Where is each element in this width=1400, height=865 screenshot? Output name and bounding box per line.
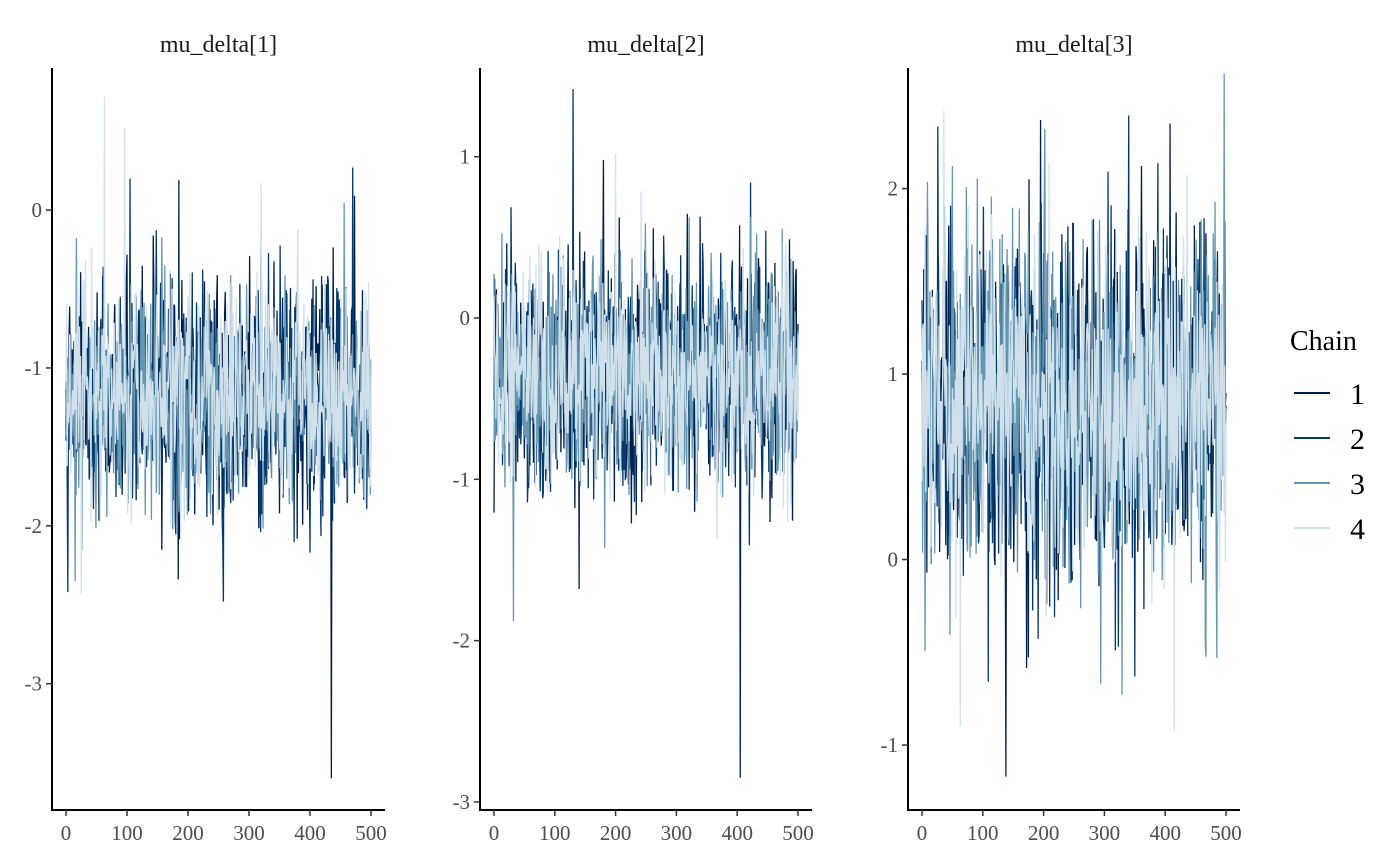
panel-3: mu_delta[3] -1 0 1 2 0 100 200 300 400 500 [881, 32, 1242, 845]
trace-chain-4 [65, 96, 372, 594]
panel-2: mu_delta[2] -3 -2 -1 0 1 0 100 200 300 400 500 [453, 32, 814, 845]
y-tick-label: 0 [32, 198, 43, 222]
x-tick-label: 100 [539, 821, 571, 845]
legend-label: 2 [1350, 423, 1365, 456]
y-tick-label: -1 [881, 733, 899, 757]
panels: mu_delta[1]-3-2-100 100 200 300 400 500mu_del… [25, 32, 1242, 845]
legend-item-chain-2: 2 [1294, 423, 1365, 456]
y-tick-label: -1 [25, 356, 43, 380]
panel-title: mu_delta[1] [160, 32, 277, 58]
y-tick-label: 0 [460, 306, 471, 330]
legend-title: Chain [1290, 326, 1357, 357]
legend-label: 4 [1350, 513, 1365, 546]
x-tick-label: 100 [111, 821, 143, 845]
legend-item-chain-4: 4 [1294, 513, 1365, 546]
y-tick-label: -2 [25, 514, 43, 538]
y-tick-label: -1 [453, 467, 471, 491]
y-tick-label: 2 [888, 177, 899, 201]
x-tick-label: 400 [721, 821, 753, 845]
x-tick-label: 400 [294, 821, 326, 845]
legend-items: 1 2 3 4 [1294, 378, 1365, 546]
x-tick-label: 500 [1210, 821, 1242, 845]
panel-title: mu_delta[2] [587, 32, 704, 58]
legend-item-chain-3: 3 [1294, 468, 1365, 501]
trace-chain-4 [921, 110, 1227, 733]
x-tick-label: 400 [1149, 821, 1181, 845]
legend-label: 3 [1350, 468, 1365, 501]
legend-item-chain-1: 1 [1294, 378, 1365, 411]
legend: Chain 1 2 3 4 [1290, 326, 1365, 546]
panel-1: mu_delta[1] -3 -2 -1 0 0 100 200 300 400 500 [25, 32, 387, 845]
x-tick-label: 200 [172, 821, 204, 845]
x-tick-label: 100 [967, 821, 999, 845]
x-tick-label: 0 [61, 821, 72, 845]
y-tick-label: -3 [453, 790, 471, 814]
trace-chain-4 [493, 153, 799, 540]
y-tick-label: 1 [888, 362, 899, 386]
x-tick-label: 0 [917, 821, 928, 845]
y-tick-label: -3 [25, 672, 43, 696]
x-tick-label: 500 [782, 821, 814, 845]
x-tick-label: 300 [1089, 821, 1121, 845]
panel-title: mu_delta[3] [1015, 32, 1132, 58]
x-tick-label: 0 [489, 821, 500, 845]
x-tick-label: 500 [355, 821, 387, 845]
x-tick-label: 200 [1028, 821, 1060, 845]
x-tick-label: 200 [600, 821, 632, 845]
y-tick-label: 1 [460, 145, 471, 169]
y-tick-label: -2 [453, 629, 471, 653]
y-tick-label: 0 [888, 548, 899, 572]
x-tick-label: 300 [233, 821, 265, 845]
x-tick-label: 300 [661, 821, 693, 845]
legend-label: 1 [1350, 378, 1365, 411]
